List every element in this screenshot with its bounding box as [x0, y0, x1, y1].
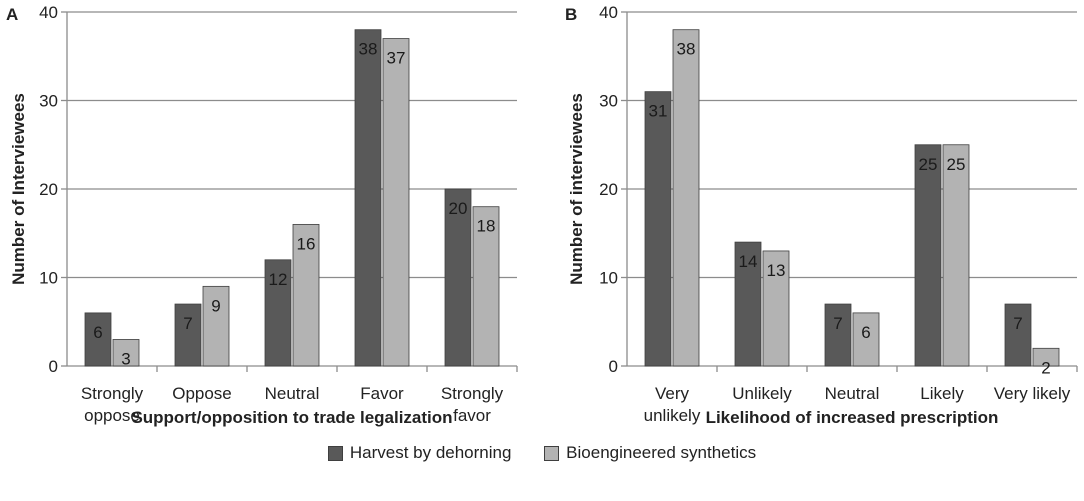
panel-b-data-label: 31 — [649, 102, 668, 121]
panel-b-ytick-label: 0 — [609, 357, 618, 376]
panel-b-category-label-line: Very likely — [994, 384, 1071, 403]
panel-b-bar-synthetics — [942, 144, 970, 367]
panel-a-category-label-line: Strongly — [81, 384, 144, 403]
panel-b-data-label: 6 — [861, 323, 870, 342]
panel-a-category-label: Strongly oppose — [81, 384, 144, 425]
panel-a-category-label-line: Neutral — [265, 384, 320, 403]
panel-b-data-label: 13 — [767, 261, 786, 280]
panel-b-bar-harvest — [734, 241, 762, 367]
panel-b-bar-harvest — [644, 91, 672, 367]
panel-a-label: A — [6, 5, 18, 24]
panel-a-bar-synthetics — [112, 339, 140, 367]
panel-b-bar-synthetics — [672, 29, 700, 367]
panel-b-category-label: Neutral — [825, 384, 880, 403]
panel-a-data-label: 37 — [387, 49, 406, 68]
legend-label-synthetics: Bioengineered synthetics — [566, 443, 757, 462]
panel-a-bar-harvest — [444, 188, 472, 367]
panel-a-category-label-line: oppose — [84, 406, 140, 425]
panel-b-data-label: 14 — [739, 252, 758, 271]
panel-b-data-label: 7 — [1013, 314, 1022, 333]
panel-b-ytick-label: 20 — [599, 180, 618, 199]
panel-b-category-label-line: Very — [655, 384, 690, 403]
panel-b-y-axis-title: Number of interviewees — [567, 93, 586, 285]
panel-a-category-label-line: Strongly — [441, 384, 504, 403]
panel-a-category-label-line: favor — [453, 406, 491, 425]
panel-a-category-label-line: Favor — [360, 384, 404, 403]
panel-b-category-label: Unlikely — [732, 384, 792, 403]
panel-a-bar-synthetics — [202, 285, 230, 367]
panel-a-data-label: 38 — [359, 40, 378, 59]
panel-a-ytick-label: 40 — [39, 3, 58, 22]
legend-swatch-synthetics — [544, 445, 560, 461]
panel-b-data-label: 38 — [677, 40, 696, 59]
panel-b-bar-harvest — [1004, 303, 1032, 367]
panel-b-x-axis-title: Likelihood of increased prescription — [706, 408, 999, 427]
panel-b-data-label: 2 — [1041, 358, 1050, 377]
panel-a-data-label: 18 — [477, 217, 496, 236]
legend-label-harvest: Harvest by dehorning — [349, 443, 512, 462]
legend-swatch-harvest — [327, 445, 343, 461]
panel-b-category-label-line: unlikely — [644, 406, 701, 425]
panel-b-bar-synthetics — [852, 312, 880, 367]
panel-b-category-label-line: Likely — [920, 384, 964, 403]
panel-b-category-label: Likely — [920, 384, 964, 403]
panel-a-bar-harvest — [354, 29, 382, 367]
panel-b-category-label: Very unlikely — [644, 384, 701, 425]
panel-b-ytick-label: 10 — [599, 269, 618, 288]
panel-a-ytick-label: 30 — [39, 92, 58, 111]
panel-a-data-label: 20 — [449, 199, 468, 218]
panel-b-bar-harvest — [914, 144, 942, 367]
panel-a-bar-harvest — [174, 303, 202, 367]
panel-b-label: B — [565, 5, 577, 24]
panel-a-y-axis-title: Number of Interviewees — [9, 93, 28, 285]
panel-a-category-label-line: Oppose — [172, 384, 232, 403]
panel-a-category-label: Oppose — [172, 384, 232, 403]
panel-a-bar-synthetics — [292, 223, 320, 367]
panel-a-data-label: 16 — [297, 234, 316, 253]
panel-a-x-axis-title: Support/opposition to trade legalization — [131, 408, 452, 427]
legend-item-harvest: Harvest by dehorning — [327, 443, 512, 463]
legend: Harvest by dehorning Bioengineered synth… — [0, 443, 1084, 466]
panel-a-data-label: 6 — [93, 323, 102, 342]
panel-a-bar-harvest — [84, 312, 112, 367]
panel-a-data-label: 12 — [269, 270, 288, 289]
panel-a-bar-harvest — [264, 259, 292, 367]
panel-b-ytick-label: 40 — [599, 3, 618, 22]
panel-a-category-label: Neutral — [265, 384, 320, 403]
panel-a-data-label: 3 — [121, 349, 130, 368]
panel-b-bar-synthetics — [1032, 347, 1060, 367]
panel-a-ytick-label: 20 — [39, 180, 58, 199]
panel-a-ytick-label: 0 — [49, 357, 58, 376]
panel-b-data-label: 25 — [947, 155, 966, 174]
panel-b-category-label-line: Unlikely — [732, 384, 792, 403]
panel-b-category-label: Very likely — [994, 384, 1071, 403]
panel-a-category-label: Favor — [360, 384, 404, 403]
panel-b-ytick-label: 30 — [599, 92, 618, 111]
panel-a-data-label: 7 — [183, 314, 192, 333]
panel-b-bar-harvest — [824, 303, 852, 367]
panel-a-bar-synthetics — [472, 206, 500, 367]
panel-b-data-label: 7 — [833, 314, 842, 333]
panel-b-data-label: 25 — [919, 155, 938, 174]
panel-a-ytick-label: 10 — [39, 269, 58, 288]
panel-b-category-label-line: Neutral — [825, 384, 880, 403]
panel-b-bar-synthetics — [762, 250, 790, 367]
panel-a-data-label: 9 — [211, 296, 220, 315]
legend-item-synthetics: Bioengineered synthetics — [544, 443, 756, 463]
panel-a-bar-synthetics — [382, 38, 410, 367]
panel-a-category-label: Strongly favor — [441, 384, 504, 425]
